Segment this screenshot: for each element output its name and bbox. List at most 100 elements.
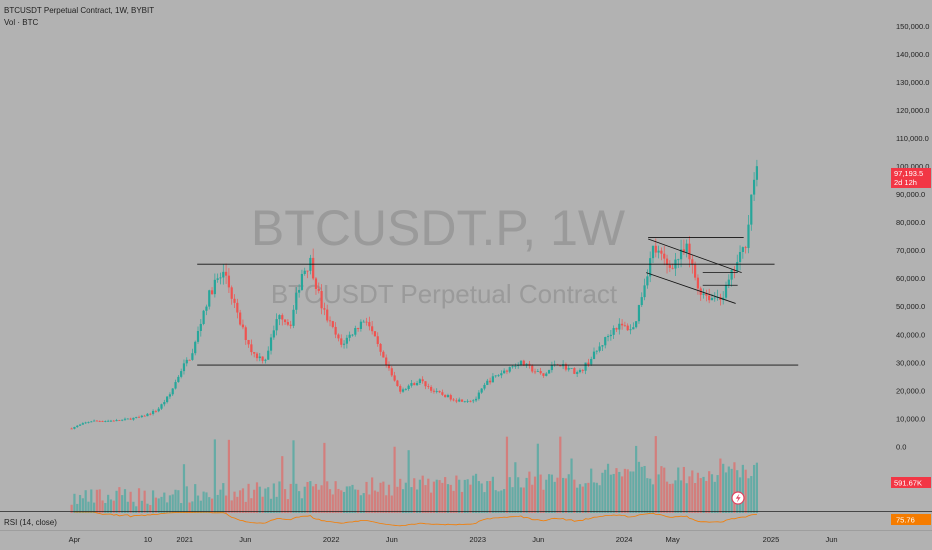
channel-line[interactable]	[648, 238, 742, 273]
candle-body	[643, 285, 646, 298]
volume-bar	[390, 495, 393, 513]
volume-bar	[115, 490, 118, 513]
candle-body	[328, 320, 332, 322]
candle-body	[123, 418, 127, 420]
candle-body	[342, 343, 346, 345]
volume-bar	[550, 474, 553, 513]
volume-bar	[430, 492, 433, 513]
volume-bar	[719, 458, 722, 513]
candle-body	[491, 376, 495, 383]
candle-body	[533, 371, 537, 373]
candle-body	[149, 413, 152, 415]
volume-bar	[84, 490, 87, 513]
volume-bar	[379, 482, 382, 513]
volume-bar	[404, 482, 407, 513]
candle-body	[160, 404, 163, 409]
candle-body	[696, 277, 700, 289]
candle-body	[267, 350, 270, 360]
candle-body	[620, 323, 624, 326]
volume-bar	[750, 476, 753, 513]
candle-body	[477, 392, 480, 399]
volume-bar	[250, 498, 253, 513]
volume-bar	[278, 481, 281, 513]
volume-bar	[595, 482, 598, 513]
volume-bar	[744, 469, 747, 513]
volume-bar	[612, 473, 615, 513]
volume-bar	[668, 483, 671, 513]
candle-body	[269, 337, 273, 351]
volume-bar	[78, 494, 82, 513]
time-tick-label: Jun	[532, 535, 544, 544]
volume-bar	[191, 501, 194, 513]
rsi-indicator-label[interactable]: RSI (14, close)	[4, 518, 57, 527]
candle-body	[177, 376, 180, 383]
volume-bar	[334, 481, 337, 513]
candle-body	[483, 384, 486, 389]
volume-bar	[677, 467, 680, 513]
volume-bar	[477, 481, 480, 513]
candle-body	[424, 381, 427, 387]
candlestick-series	[70, 159, 759, 430]
candle-body	[250, 344, 253, 353]
volume-bar	[269, 498, 273, 513]
candle-body	[312, 257, 315, 279]
candle-body	[486, 380, 489, 385]
volume-bar	[491, 476, 495, 513]
price-tick-label: 20,000.0	[896, 386, 925, 395]
candle-body	[685, 243, 688, 253]
volume-bar	[109, 499, 113, 513]
candle-body	[202, 310, 205, 324]
candle-body	[180, 371, 183, 377]
candle-body	[351, 334, 354, 336]
volume-bar	[497, 491, 500, 513]
volume-bar	[446, 484, 450, 513]
volume-bar	[283, 489, 287, 513]
volume-bar	[590, 468, 593, 513]
candle-body	[578, 370, 582, 373]
candle-body	[750, 194, 753, 225]
watermark-ticker: BTCUSDT.P, 1W	[251, 200, 626, 256]
candle-body	[396, 380, 399, 387]
volume-bar	[340, 490, 343, 513]
trend-lines[interactable]	[197, 237, 799, 366]
candle-body	[438, 390, 441, 393]
candle-body	[73, 427, 76, 429]
price-tick-label: 80,000.0	[896, 218, 925, 227]
candle-body	[545, 373, 548, 376]
symbol-title[interactable]: BTCUSDT Perpetual Contract, 1W, BYBIT	[4, 6, 155, 15]
candle-body	[702, 293, 705, 295]
volume-indicator-label[interactable]: Vol · BTC	[4, 18, 39, 27]
alert-icon[interactable]	[731, 491, 745, 505]
candle-body	[724, 285, 728, 298]
candle-body	[208, 290, 211, 307]
time-tick-label: 2023	[469, 535, 486, 544]
candle-body	[741, 247, 744, 253]
candle-body	[382, 351, 385, 358]
candle-body	[449, 395, 452, 400]
volume-bar	[160, 496, 163, 513]
volume-bar	[309, 481, 312, 513]
channel-line[interactable]	[646, 272, 736, 304]
volume-bar	[90, 489, 93, 513]
volume-bar	[286, 499, 289, 513]
volume-bar	[356, 489, 360, 513]
volume-bar	[755, 462, 759, 513]
candle-body	[314, 278, 318, 289]
time-tick-label: Jun	[239, 535, 251, 544]
volume-bar	[522, 487, 525, 513]
candle-body	[592, 351, 596, 359]
candle-body	[399, 386, 402, 392]
volume-bar	[76, 503, 79, 513]
candle-body	[472, 400, 475, 402]
volume-bar	[663, 467, 666, 513]
candle-body	[494, 375, 497, 377]
candle-body	[503, 370, 506, 374]
volume-bar	[300, 498, 304, 513]
candle-body	[348, 334, 351, 338]
volume-bar	[671, 483, 674, 513]
volume-bar	[345, 486, 348, 513]
volume-bar	[154, 497, 157, 513]
volume-bar	[337, 488, 340, 513]
candle-body	[222, 271, 225, 278]
